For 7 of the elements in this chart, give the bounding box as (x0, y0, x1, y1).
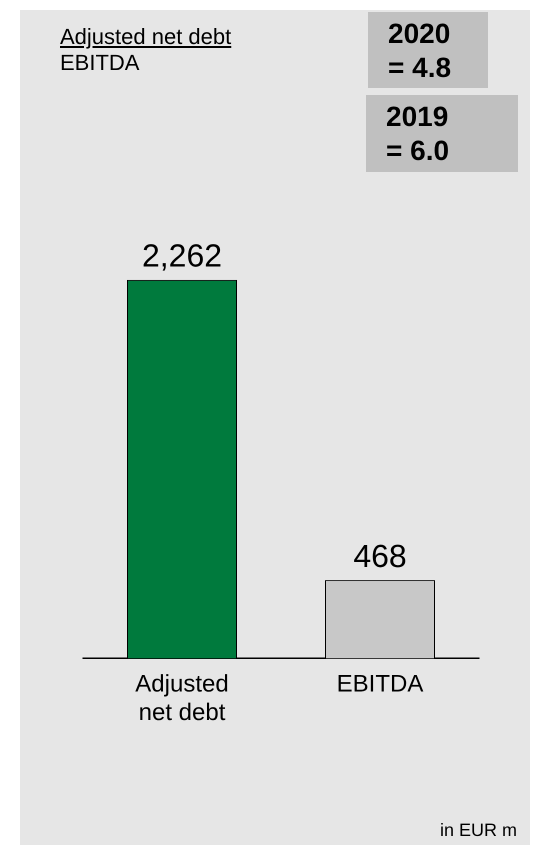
text: in EUR m (440, 820, 518, 841)
text: 2019 = 6.0 (386, 100, 450, 168)
data-label: 468 (353, 538, 407, 574)
data-label: 2,262 (142, 238, 222, 274)
chart-subtitle: EBITDA (60, 50, 140, 76)
text: 2020 = 4.8 (388, 17, 452, 85)
chart-title: Adjusted net debt (60, 24, 232, 50)
